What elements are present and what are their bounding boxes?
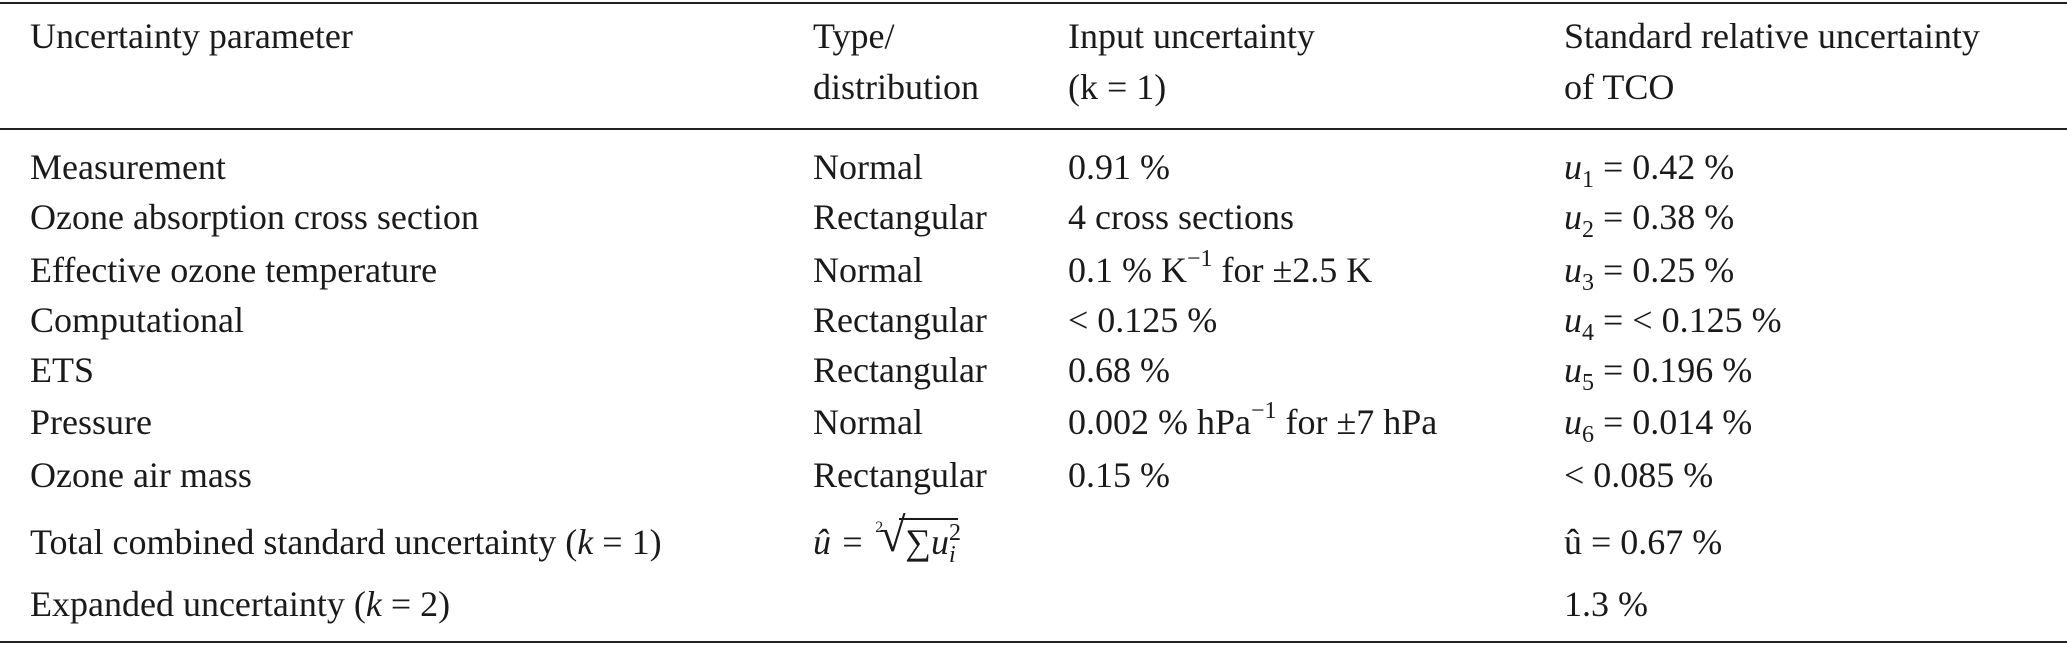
expanded-label: Expanded uncertainty (: [30, 584, 366, 624]
row-param: Ozone absorption cross section: [30, 197, 479, 237]
u-value: = 0.38 %: [1594, 197, 1735, 237]
row-std: u4 = < 0.125 %: [1564, 296, 1782, 346]
row-type: Rectangular: [813, 300, 987, 340]
u-symbol: u: [1564, 350, 1582, 390]
k-value: = 1): [593, 522, 662, 562]
row-input: 0.91 %: [1068, 147, 1170, 187]
header-rule: [0, 128, 2067, 130]
sum-symbol: ∑: [905, 522, 931, 562]
header-type: Type/ distribution: [813, 11, 979, 113]
header-std-line1: Standard relative uncertainty: [1564, 16, 1980, 56]
row-std: u1 = 0.42 %: [1564, 143, 1735, 193]
k-value: = 2): [381, 584, 451, 624]
row-param: Pressure: [30, 402, 152, 442]
u-exponent: 2: [948, 520, 961, 546]
u-symbol: u: [1564, 300, 1582, 340]
u-subscript: 3: [1582, 270, 1594, 296]
u-subscript: 2: [1582, 217, 1594, 243]
row-input: 0.68 %: [1068, 350, 1170, 390]
row-type: Rectangular: [813, 197, 987, 237]
row-std: u2 = 0.38 %: [1564, 193, 1735, 243]
total-value: û = 0.67 %: [1564, 522, 1723, 562]
row-input: 0.1 % K−1 for ±2.5 K: [1068, 246, 1372, 294]
expanded-value: 1.3 %: [1564, 584, 1648, 624]
header-input-line1: Input uncertainty: [1068, 16, 1315, 56]
k-symbol: k: [577, 522, 594, 562]
radicand: ∑u2i: [899, 518, 961, 567]
k-symbol: k: [365, 584, 382, 624]
input-value: 0.1 % K: [1068, 250, 1187, 290]
input-range: for ±7 hPa: [1276, 402, 1438, 442]
u-subscript: i: [948, 542, 956, 568]
top-rule: [0, 2, 2067, 4]
header-type-line2: distribution: [813, 67, 980, 107]
u-subscript: 4: [1582, 320, 1594, 346]
row-std: u6 = 0.014 %: [1564, 398, 1753, 448]
total-formula: û = 2 √ ∑u2i: [813, 512, 961, 568]
row-input: 0.002 % hPa−1 for ±7 hPa: [1068, 398, 1437, 446]
u-value: = 0.014 %: [1594, 402, 1753, 442]
u-value: = 0.196 %: [1594, 350, 1753, 390]
u-symbol: u: [930, 522, 949, 562]
header-std: Standard relative uncertainty of TCO: [1564, 11, 1980, 113]
row-type: Normal: [813, 250, 923, 290]
row-std: < 0.085 %: [1564, 455, 1714, 495]
u-value: = 0.42 %: [1594, 147, 1735, 187]
row-input: 0.15 %: [1068, 455, 1170, 495]
total-param: Total combined standard uncertainty (k =…: [30, 518, 662, 566]
row-param: ETS: [30, 350, 95, 390]
root-index: 2: [875, 519, 884, 536]
row-input: 4 cross sections: [1068, 197, 1294, 237]
u-hat-symbol: û =: [813, 522, 874, 562]
row-type: Rectangular: [813, 455, 987, 495]
row-type: Normal: [813, 402, 923, 442]
header-input-line2: (k = 1): [1068, 67, 1167, 107]
row-param: Effective ozone temperature: [30, 250, 438, 290]
radical-icon: √: [879, 509, 906, 562]
row-param: Ozone air mass: [30, 455, 252, 495]
row-type: Rectangular: [813, 350, 987, 390]
input-exponent: −1: [1187, 246, 1213, 272]
expanded-param: Expanded uncertainty (k = 2): [30, 580, 450, 628]
row-std: u3 = 0.25 %: [1564, 246, 1735, 296]
u-value: = < 0.125 %: [1594, 300, 1782, 340]
row-std: u5 = 0.196 %: [1564, 346, 1753, 396]
u-subscript: 1: [1582, 167, 1594, 193]
input-value: 0.002 % hPa: [1068, 402, 1251, 442]
header-std-line2: of TCO: [1564, 67, 1675, 107]
u-subscript: 6: [1582, 422, 1594, 448]
row-input: < 0.125 %: [1068, 300, 1218, 340]
u-symbol: u: [1564, 250, 1582, 290]
row-param: Computational: [30, 300, 244, 340]
header-type-line1: Type/: [813, 16, 895, 56]
u-value: = 0.25 %: [1594, 250, 1735, 290]
row-type: Normal: [813, 147, 923, 187]
u-subscript: 5: [1582, 370, 1594, 396]
input-range: for ±2.5 K: [1212, 250, 1373, 290]
bottom-rule: [0, 641, 2067, 643]
u-symbol: u: [1564, 147, 1582, 187]
total-label: Total combined standard uncertainty (: [30, 522, 578, 562]
sqrt-radical: 2 √ ∑u2i: [875, 512, 961, 568]
header-input: Input uncertainty (k = 1): [1068, 11, 1315, 113]
u-symbol: u: [1564, 197, 1582, 237]
header-param: Uncertainty parameter: [30, 16, 353, 56]
u-symbol: u: [1564, 402, 1582, 442]
input-exponent: −1: [1251, 398, 1277, 424]
row-param: Measurement: [30, 147, 226, 187]
